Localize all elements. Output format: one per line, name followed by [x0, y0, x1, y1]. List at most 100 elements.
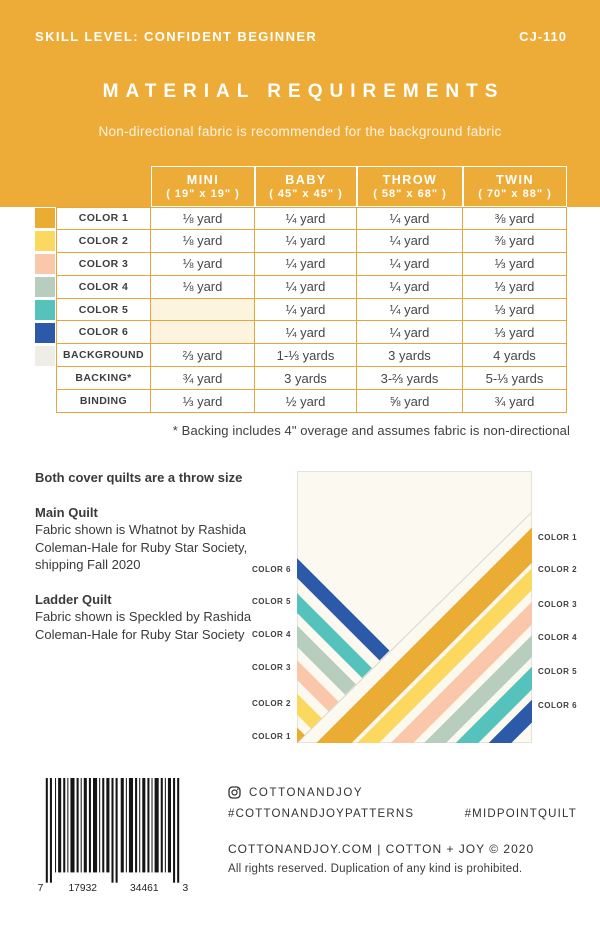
yardage-cell: ¼ yard: [357, 298, 463, 322]
swatch-slot: [35, 390, 56, 413]
stripe-color-3-left: [297, 635, 532, 743]
stripe-color-4-left: [297, 600, 532, 743]
barcode-digit: 34461: [130, 883, 159, 894]
quilt-diagram: [297, 471, 532, 743]
yardage-cell: ⅓ yard: [463, 252, 567, 276]
instagram-row: COTTONANDJOY: [228, 786, 577, 799]
yardage-cell: ⅜ yard: [463, 207, 567, 230]
yardage-cell: ⅛ yard: [151, 275, 255, 299]
color-3-swatch: [35, 254, 55, 275]
diagram-label-left: COLOR 6: [251, 565, 291, 574]
yardage-cell: ⅔ yard: [151, 344, 255, 368]
yardage-cell: ⅓ yard: [151, 390, 255, 414]
size-column-header-throw: THROW ( 58" x 68" ): [357, 166, 463, 207]
diagonal-seam: [297, 511, 532, 743]
hashtag-patterns: #COTTONANDJOYPATTERNS: [228, 808, 415, 820]
size-dimensions: ( 19" x 19" ): [166, 188, 240, 200]
skill-level-label: SKILL LEVEL: CONFIDENT BEGINNER: [35, 29, 318, 44]
yardage-cell: [151, 321, 255, 345]
barcode-digit: 17932: [68, 883, 97, 894]
diagram-label-left: COLOR 4: [251, 630, 291, 639]
rights-line: All rights reserved. Duplication of any …: [228, 863, 523, 875]
size-column-header-mini: MINI ( 19" x 19" ): [151, 166, 255, 207]
yardage-cell: 3-⅔ yards: [357, 367, 463, 391]
barcode-digit: 3: [183, 883, 189, 894]
size-column-header-baby: BABY ( 45" x 45" ): [255, 166, 357, 207]
diagram-label-right: COLOR 4: [538, 633, 578, 642]
yardage-cell: ⅝ yard: [357, 390, 463, 414]
yardage-cell: ⅛ yard: [151, 207, 255, 230]
row-label: COLOR 3: [56, 252, 151, 276]
yardage-cell: 3 yards: [255, 367, 357, 391]
size-name: MINI: [186, 173, 220, 187]
swatch-slot: [35, 367, 56, 390]
yardage-cell: 5-⅓ yards: [463, 367, 567, 391]
yardage-cell: ¼ yard: [255, 321, 357, 345]
pattern-number: CJ-110: [519, 29, 567, 44]
header-spacer: [56, 166, 151, 207]
yardage-cell: 4 yards: [463, 344, 567, 368]
yardage-cell: ¼ yard: [255, 207, 357, 230]
swatch-slot: [35, 321, 56, 344]
yardage-cell: [151, 298, 255, 322]
yardage-cell: ¼ yard: [255, 229, 357, 253]
stripe-color-1-right: [316, 527, 532, 743]
main-quilt-heading: Main Quilt: [35, 504, 98, 520]
yardage-cell: ⅓ yard: [463, 321, 567, 345]
size-dimensions: ( 45" x 45" ): [269, 188, 343, 200]
stripe-color-4-right: [424, 635, 532, 743]
backing-footnote: * Backing includes 4" overage and assume…: [172, 423, 570, 438]
swatch-slot: [35, 253, 56, 276]
main-quilt-text: shipping Fall 2020: [35, 557, 141, 572]
yardage-cell: ¼ yard: [255, 275, 357, 299]
instagram-handle: COTTONANDJOY: [249, 786, 364, 799]
row-label: BACKING*: [56, 367, 151, 391]
color-6-swatch: [35, 322, 55, 343]
color-5-swatch: [35, 300, 55, 320]
row-label: COLOR 2: [56, 229, 151, 253]
diagram-label-left: COLOR 3: [251, 663, 291, 672]
diagram-label-right: COLOR 2: [538, 565, 578, 574]
header-spacer: [35, 166, 56, 207]
yardage-cell: ⅓ yard: [463, 298, 567, 322]
size-name: TWIN: [496, 173, 534, 187]
main-quilt-text: Fabric shown is Whatnot by Rashida: [35, 522, 246, 537]
swatch-slot: [35, 299, 56, 322]
ladder-quilt-text: Coleman-Hale for Ruby Star Society: [35, 626, 245, 642]
yardage-cell: ¼ yard: [255, 298, 357, 322]
color-1-swatch: [35, 208, 55, 229]
row-label: COLOR 5: [56, 298, 151, 322]
yardage-cell: 3 yards: [357, 344, 463, 368]
color-4-swatch: [35, 277, 55, 298]
yardage-cell: 1-⅓ yards: [255, 344, 357, 368]
diagram-label-right: COLOR 1: [538, 533, 578, 542]
yardage-cell: ¼ yard: [357, 275, 463, 299]
yardage-cell: ¼ yard: [357, 252, 463, 276]
header-band: SKILL LEVEL: CONFIDENT BEGINNER CJ-110 M…: [0, 0, 600, 207]
stripe-color-2-right: [357, 568, 532, 743]
hashtag-row: #COTTONANDJOYPATTERNS #MIDPOINTQUILT: [228, 808, 577, 820]
yardage-cell: ¼ yard: [357, 321, 463, 345]
row-label: COLOR 6: [56, 321, 151, 345]
diagram-label-left: COLOR 1: [251, 732, 291, 741]
main-quilt-text: Coleman-Hale for Ruby Star Society,: [35, 539, 248, 555]
yardage-cell: ½ yard: [255, 390, 357, 414]
cover-quilt-description: Both cover quilts are a throw size Main …: [35, 469, 285, 643]
swatch-slot: [35, 207, 56, 230]
yardage-cell: ⅛ yard: [151, 229, 255, 253]
yardage-cell: ¼ yard: [357, 207, 463, 230]
swatch-slot: [35, 276, 56, 299]
diagram-label-left: COLOR 5: [251, 597, 291, 606]
yardage-cell: ⅛ yard: [151, 252, 255, 276]
yardage-cell: ⅓ yard: [463, 275, 567, 299]
instagram-icon: [228, 786, 241, 799]
stripe-color-5-right: [455, 666, 532, 743]
diagram-label-right: COLOR 5: [538, 667, 578, 676]
color-2-swatch: [35, 231, 55, 252]
page-subtitle: Non-directional fabric is recommended fo…: [98, 124, 502, 139]
diagram-label-right: COLOR 3: [538, 600, 578, 609]
yardage-cell: ¼ yard: [255, 252, 357, 276]
page-title: MATERIAL REQUIREMENTS: [102, 81, 505, 102]
yardage-cell: ¾ yard: [151, 367, 255, 391]
